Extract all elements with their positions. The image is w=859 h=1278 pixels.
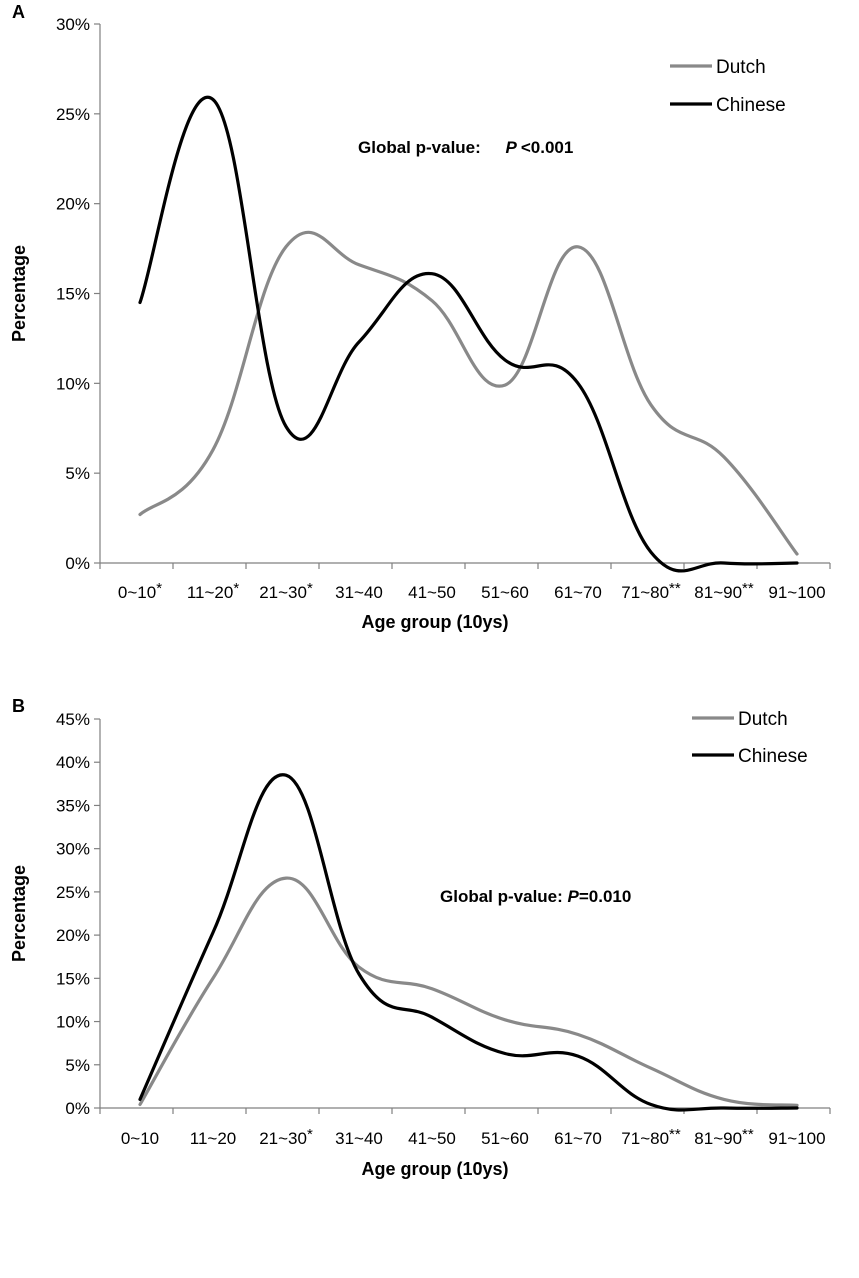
x-tick-label: 21~30*: [259, 580, 313, 602]
annotation-italic: P: [568, 887, 580, 906]
y-tick-label: 5%: [65, 1056, 90, 1075]
series-line-dutch: [138, 876, 799, 1107]
x-axis-title: Age group (10ys): [361, 1159, 508, 1179]
annotation-suffix: =0.010: [579, 887, 631, 906]
x-tick-text: 91~100: [768, 583, 825, 602]
x-tick-label: 41~50: [408, 583, 456, 602]
x-tick-text: 81~90: [694, 1129, 742, 1148]
x-tick-text: 11~20: [187, 583, 233, 602]
y-tick-label: 10%: [56, 1013, 90, 1032]
x-axis-title: Age group (10ys): [361, 612, 508, 632]
x-tick-text: 0~10: [121, 1129, 159, 1148]
global-p-value-annotation: Global p-value: P <0.001: [358, 138, 573, 157]
y-axis-title: Percentage: [9, 865, 29, 962]
x-tick-text: 21~30: [259, 1129, 307, 1148]
y-tick-label: 10%: [56, 374, 90, 393]
x-tick-text: 41~50: [408, 1129, 456, 1148]
x-tick-text: 71~80: [621, 1129, 669, 1148]
x-tick-label: 0~10: [121, 1129, 159, 1148]
y-tick-label: 20%: [56, 195, 90, 214]
x-tick-label: 61~70: [554, 583, 602, 602]
y-tick-label: 15%: [56, 285, 90, 304]
y-tick-label: 0%: [65, 1099, 90, 1118]
global-p-value-annotation: Global p-value: P=0.010: [440, 887, 631, 906]
x-tick-text: 41~50: [408, 583, 456, 602]
significance-marker: *: [307, 1126, 313, 1143]
x-tick-label: 51~60: [481, 583, 529, 602]
legend-label: Chinese: [716, 95, 786, 116]
series-line-chinese: [138, 95, 799, 573]
y-tick-label: 30%: [56, 840, 90, 859]
x-tick-text: 81~90: [694, 583, 742, 602]
panel-b: B 0% 5% 10% 15% 20% 25% 30% 35% 40% 45% 0~10 11~20 21…: [9, 696, 831, 1179]
y-tick-label: 40%: [56, 753, 90, 772]
x-tick-text: 21~30: [259, 583, 307, 602]
significance-marker: *: [156, 580, 162, 597]
series-line-dutch: [138, 230, 799, 556]
y-tick-label: 5%: [65, 464, 90, 483]
x-tick-label: 81~90**: [694, 1126, 754, 1148]
x-tick-text: 11~20: [190, 1129, 236, 1148]
y-tick-label: 30%: [56, 15, 90, 34]
x-tick-label: 91~100: [768, 1129, 825, 1148]
significance-marker: **: [742, 1126, 754, 1143]
x-tick-label: 11~20: [190, 1129, 236, 1148]
y-tick-label: 35%: [56, 796, 90, 815]
x-tick-label: 51~60: [481, 1129, 529, 1148]
y-tick-label: 45%: [56, 710, 90, 729]
y-tick-label: 0%: [65, 554, 90, 573]
x-tick-text: 51~60: [481, 583, 529, 602]
x-tick-label: 71~80**: [621, 580, 681, 602]
x-tick-label: 0~10*: [118, 580, 162, 602]
series-line-chinese: [138, 773, 799, 1112]
legend-label: Dutch: [738, 709, 788, 730]
legend-label: Dutch: [716, 57, 766, 78]
y-tick-label: 20%: [56, 926, 90, 945]
annotation-prefix: Global p-value:: [358, 138, 486, 157]
x-tick-label: 61~70: [554, 1129, 602, 1148]
x-tick-text: 0~10: [118, 583, 156, 602]
y-tick-label: 25%: [56, 105, 90, 124]
x-tick-label: 31~40: [335, 1129, 383, 1148]
x-tick-text: 31~40: [335, 1129, 383, 1148]
annotation-italic: P: [506, 138, 518, 157]
y-tick-label: 25%: [56, 883, 90, 902]
x-tick-label: 41~50: [408, 1129, 456, 1148]
x-tick-text: 31~40: [335, 583, 383, 602]
x-tick-text: 71~80: [621, 583, 669, 602]
panel-letter: A: [12, 2, 25, 22]
x-tick-label: 31~40: [335, 583, 383, 602]
annotation-prefix: Global p-value:: [440, 887, 568, 906]
x-tick-label: 81~90**: [694, 580, 754, 602]
significance-marker: **: [669, 1126, 681, 1143]
x-tick-label: 91~100: [768, 583, 825, 602]
x-tick-text: 91~100: [768, 1129, 825, 1148]
significance-marker: **: [669, 580, 681, 597]
x-tick-text: 51~60: [481, 1129, 529, 1148]
legend-label: Chinese: [738, 746, 808, 767]
significance-marker: **: [742, 580, 754, 597]
significance-marker: *: [233, 580, 239, 597]
x-tick-label: 21~30*: [259, 1126, 313, 1148]
x-tick-text: 61~70: [554, 583, 602, 602]
y-tick-label: 15%: [56, 969, 90, 988]
x-tick-text: 61~70: [554, 1129, 602, 1148]
y-axis-title: Percentage: [9, 245, 29, 342]
panel-a: A0%5%10%15%20%25%30%0~10* 11~20* 21~30* 31~…: [9, 2, 831, 632]
x-tick-label: 71~80**: [621, 1126, 681, 1148]
significance-marker: *: [307, 580, 313, 597]
annotation-suffix: <0.001: [521, 138, 573, 157]
panel-letter: B: [12, 696, 25, 716]
x-tick-label: 11~20*: [187, 580, 239, 602]
